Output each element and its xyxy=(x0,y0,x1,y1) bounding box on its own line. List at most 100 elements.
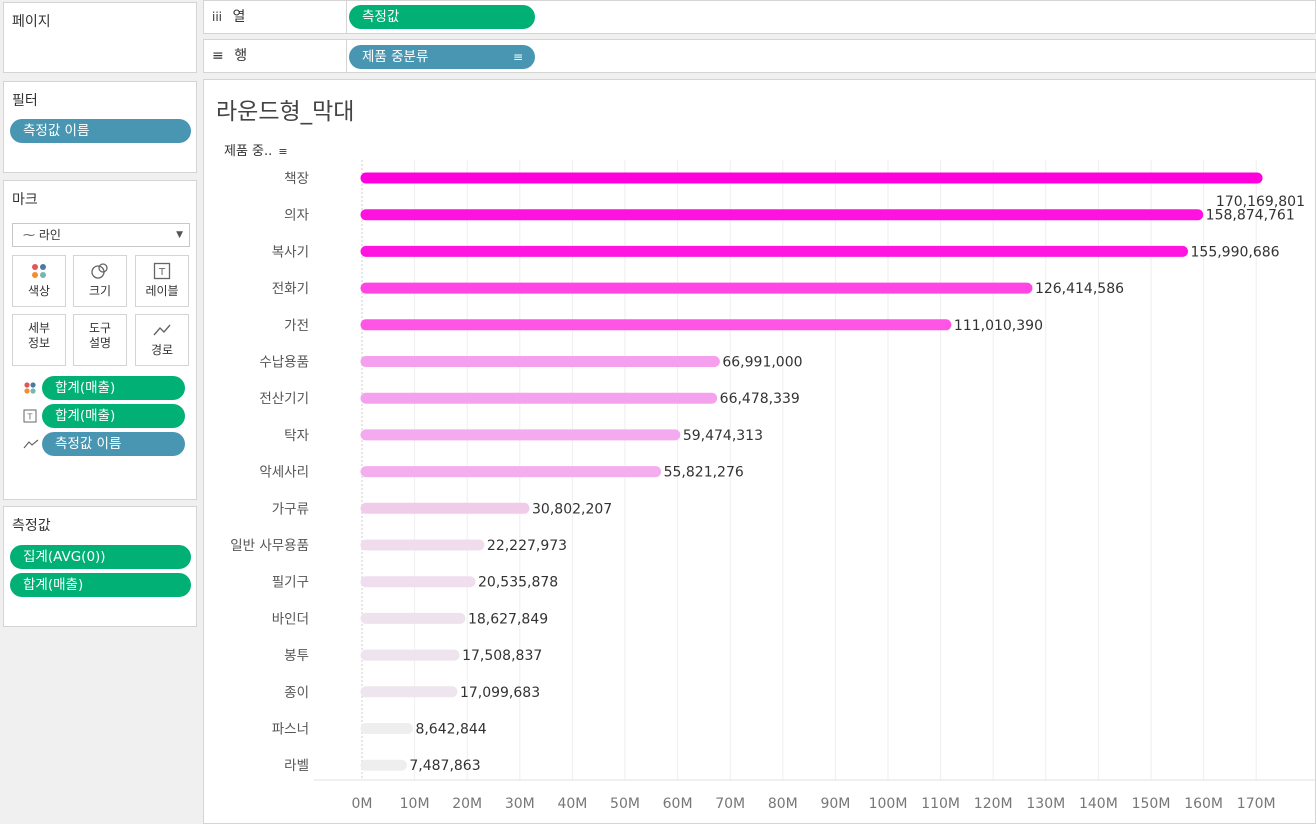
size-icon xyxy=(74,262,126,284)
rows-pill-product-subcategory[interactable]: 제품 중분류 ≡ xyxy=(349,45,535,69)
x-tick-label: 150M xyxy=(1132,796,1171,812)
category-label: 종이 xyxy=(284,685,309,701)
x-tick-label: 110M xyxy=(921,796,960,812)
category-label: 가전 xyxy=(284,318,309,334)
rows-pill-label: 제품 중분류 xyxy=(362,49,429,65)
color-button[interactable]: 색상 xyxy=(12,255,66,307)
svg-text:T: T xyxy=(27,413,33,422)
category-label: 일반 사무용품 xyxy=(230,538,309,554)
data-label: 66,478,339 xyxy=(720,391,800,407)
x-tick-label: 40M xyxy=(557,796,587,812)
x-tick-label: 0M xyxy=(352,796,373,812)
chevron-down-icon[interactable]: ▼ xyxy=(176,230,183,240)
x-tick-label: 170M xyxy=(1237,796,1276,812)
category-label: 책장 xyxy=(284,171,309,187)
x-tick-label: 50M xyxy=(610,796,640,812)
chart-view: 라운드형_막대 제품 중.. ≡ 0M 10M 20M 30M 40M 50M 60M 70M… xyxy=(203,79,1316,824)
measures-title: 측정값 xyxy=(12,518,51,534)
svg-text:T: T xyxy=(158,267,166,278)
category-label: 라벨 xyxy=(284,758,309,774)
x-tick-label: 60M xyxy=(663,796,693,812)
filters-card[interactable]: 필터 측정값 이름 xyxy=(3,81,197,173)
x-tick-label: 70M xyxy=(715,796,745,812)
mark-type-dropdown[interactable]: ⁓ 라인 ▼ xyxy=(12,223,190,247)
sort-descending-icon[interactable]: ≡ xyxy=(278,145,288,158)
filters-title: 필터 xyxy=(12,93,38,109)
x-tick-label: 20M xyxy=(452,796,482,812)
detail-button[interactable]: 세부 정보 xyxy=(12,314,66,366)
category-label: 전화기 xyxy=(272,281,309,297)
columns-shelf[interactable]: iii 열 측정값 xyxy=(203,0,1316,34)
data-label: 7,487,863 xyxy=(409,758,480,774)
x-tick-label: 80M xyxy=(768,796,798,812)
path-icon xyxy=(136,321,188,343)
filter-pill-measure-names[interactable]: 측정값 이름 xyxy=(10,119,191,143)
measure-pill-sum-sales[interactable]: 합계(매출) xyxy=(10,573,191,597)
label-icon: T xyxy=(136,262,188,284)
bar-chart: 0M 10M 20M 30M 40M 50M 60M 70M 80M 90M 100M 110M 120… xyxy=(230,160,1315,812)
measure-pill-avg[interactable]: 집계(AVG(0)) xyxy=(10,545,191,569)
data-label: 30,802,207 xyxy=(532,501,612,517)
path-button-label: 경로 xyxy=(150,343,174,357)
data-label: 66,991,000 xyxy=(722,355,802,371)
pages-title: 페이지 xyxy=(12,14,51,30)
data-label: 17,099,683 xyxy=(460,685,540,701)
path-line-icon xyxy=(23,436,39,455)
category-label: 의자 xyxy=(284,208,309,224)
pages-card[interactable]: 페이지 xyxy=(3,2,197,73)
columns-icon: iii xyxy=(212,10,223,24)
data-label: 20,535,878 xyxy=(478,575,558,591)
tooltip-button[interactable]: 도구 설명 xyxy=(73,314,127,366)
data-label: 8,642,844 xyxy=(415,722,486,738)
marks-field-label[interactable]: 합계(매출) xyxy=(42,404,185,428)
measures-card: 측정값 집계(AVG(0)) 합계(매출) xyxy=(3,506,197,627)
category-label: 가구류 xyxy=(272,501,309,517)
size-button[interactable]: 크기 xyxy=(73,255,127,307)
columns-shelf-label: iii 열 xyxy=(212,1,347,33)
marks-field-path[interactable]: 측정값 이름 xyxy=(42,432,185,456)
marks-card: 마크 ⁓ 라인 ▼ 색상 크기 T 레이블 세부 정보 도 xyxy=(3,180,197,500)
data-label: 17,508,837 xyxy=(462,648,542,664)
path-button[interactable]: 경로 xyxy=(135,314,189,366)
marks-title: 마크 xyxy=(12,192,38,208)
size-button-label: 크기 xyxy=(88,284,112,298)
x-tick-label: 130M xyxy=(1026,796,1065,812)
marks-field-color[interactable]: 합계(매출) xyxy=(42,376,185,400)
row-field-header[interactable]: 제품 중.. ≡ xyxy=(224,140,288,159)
data-label: 18,627,849 xyxy=(468,611,548,627)
x-tick-label: 100M xyxy=(869,796,908,812)
data-label: 55,821,276 xyxy=(664,465,744,481)
rows-icon: ≡ xyxy=(212,48,224,64)
category-label: 전산기기 xyxy=(259,391,309,407)
label-button[interactable]: T 레이블 xyxy=(135,255,189,307)
text-label-icon: T xyxy=(23,408,37,427)
left-panel: 페이지 필터 측정값 이름 마크 ⁓ 라인 ▼ 색상 크기 T 레이 xyxy=(0,0,200,824)
category-label: 바인더 xyxy=(272,611,309,627)
rows-shelf[interactable]: ≡ 행 제품 중분류 ≡ xyxy=(203,39,1316,73)
category-label: 수납용품 xyxy=(259,355,309,371)
data-label: 170,169,801 xyxy=(1216,194,1305,210)
x-tick-label: 120M xyxy=(974,796,1013,812)
x-tick-label: 140M xyxy=(1079,796,1118,812)
category-label: 봉투 xyxy=(284,648,309,664)
category-label: 복사기 xyxy=(272,244,309,260)
row-field-header-label: 제품 중.. xyxy=(224,144,273,159)
data-label: 22,227,973 xyxy=(487,538,567,554)
sort-icon: ≡ xyxy=(512,50,523,64)
color-dots-icon xyxy=(23,380,37,399)
detail-button-label: 세부 정보 xyxy=(27,321,51,350)
x-tick-label: 160M xyxy=(1184,796,1223,812)
color-icon xyxy=(13,262,65,284)
category-label: 필기구 xyxy=(272,575,309,591)
category-label: 악세사리 xyxy=(259,465,309,481)
color-button-label: 색상 xyxy=(27,284,51,298)
mark-type-value: 라인 xyxy=(38,228,61,242)
data-label: 126,414,586 xyxy=(1035,281,1124,297)
data-label: 155,990,686 xyxy=(1191,244,1280,260)
data-label: 158,874,761 xyxy=(1206,208,1295,224)
category-label: 탁자 xyxy=(284,428,309,444)
tooltip-button-label: 도구 설명 xyxy=(88,321,112,350)
category-label: 파스너 xyxy=(272,722,309,738)
columns-pill-measure-values[interactable]: 측정값 xyxy=(349,5,535,29)
line-mark-icon: ⁓ xyxy=(23,228,35,242)
